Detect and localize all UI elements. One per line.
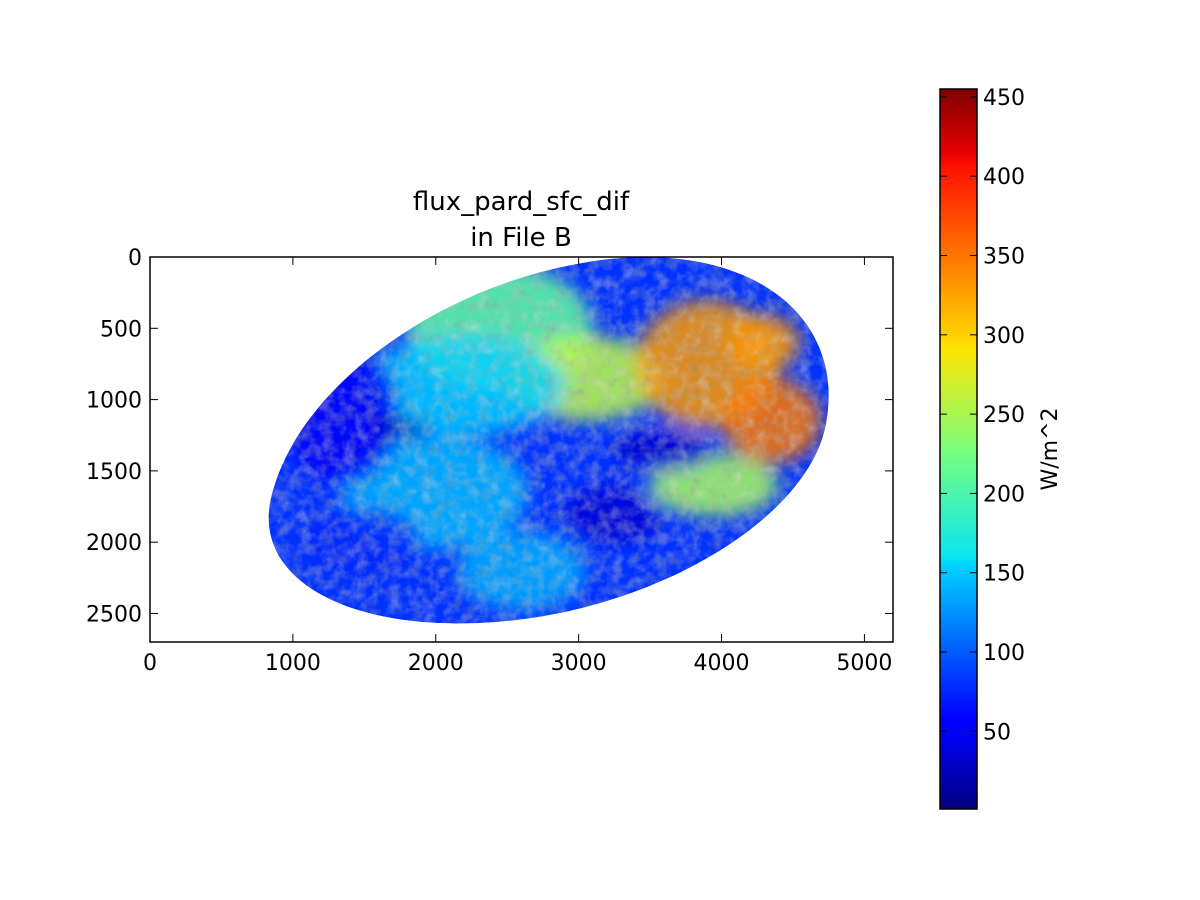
plot-area <box>149 256 894 643</box>
x-tick-label: 4000 <box>694 651 750 676</box>
y-tick-label: 2000 <box>86 531 142 556</box>
heatmap-speckle <box>268 257 829 624</box>
x-tick-label: 0 <box>143 651 157 676</box>
y-tick-label: 1500 <box>86 460 142 485</box>
colorbar-frame <box>939 88 978 810</box>
x-tick-label: 3000 <box>551 651 607 676</box>
colorbar-tick-label: 300 <box>983 324 1025 349</box>
y-axis: 0 500 1000 1500 2000 2500 <box>86 246 893 627</box>
y-tick-label: 2500 <box>86 602 142 627</box>
x-tick-label: 5000 <box>836 651 892 676</box>
colorbar-tick-label: 250 <box>983 403 1025 428</box>
colorbar-tick-label: 450 <box>983 86 1025 111</box>
x-tick-label: 2000 <box>408 651 464 676</box>
colorbar-tick-label: 350 <box>983 245 1025 270</box>
x-axis: 0 1000 2000 3000 4000 5000 <box>143 257 892 676</box>
axes-frame <box>149 256 894 643</box>
x-tick-label: 1000 <box>265 651 321 676</box>
colorbar-gradient <box>940 89 977 809</box>
colorbar-label: W/m^2 <box>1038 407 1063 490</box>
colorbar-tick-label: 400 <box>983 165 1025 190</box>
y-tick-label: 500 <box>100 317 142 342</box>
colorbar-tick-label: 150 <box>983 562 1025 587</box>
y-tick-label: 0 <box>128 246 142 271</box>
colorbar-tick-label: 200 <box>983 482 1025 507</box>
chart-title-line-1: flux_pard_sfc_dif <box>413 187 630 217</box>
chart-title-line-2: in File B <box>470 223 572 253</box>
colorbar-tick-label: 50 <box>983 720 1011 745</box>
colorbar: 50 100 150 200 250 300 350 400 450 W/m^2 <box>939 86 1063 810</box>
colorbar-tick-label: 100 <box>983 641 1025 666</box>
y-tick-label: 1000 <box>86 389 142 414</box>
